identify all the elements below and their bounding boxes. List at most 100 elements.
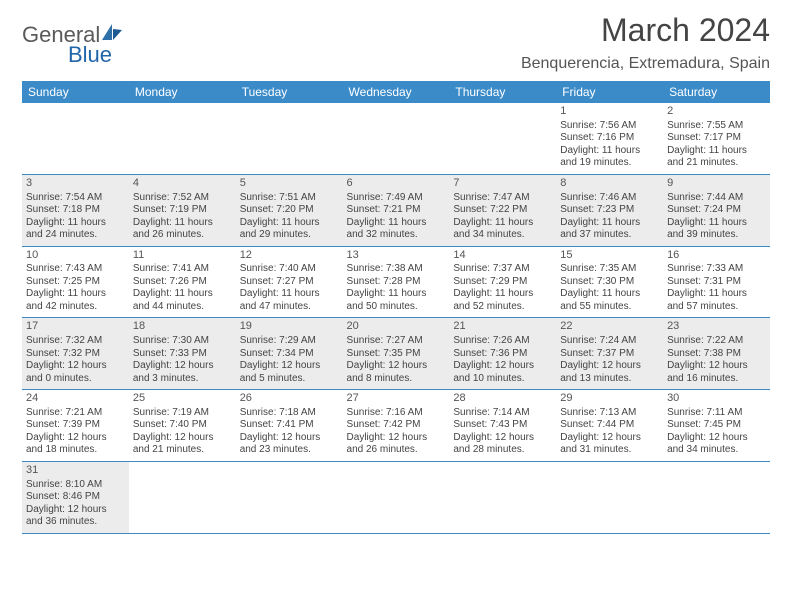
sunrise-label: Sunrise: 7:38 AM bbox=[347, 263, 446, 276]
sunrise-label: Sunrise: 7:19 AM bbox=[133, 407, 232, 420]
sunrise-label: Sunrise: 7:14 AM bbox=[453, 407, 552, 420]
sunset-label: Sunset: 7:42 PM bbox=[347, 419, 446, 432]
sunset-label: Sunset: 7:24 PM bbox=[667, 204, 766, 217]
sunrise-label: Sunrise: 7:40 AM bbox=[240, 263, 339, 276]
daylight-label: Daylight: 12 hours and 3 minutes. bbox=[133, 360, 232, 385]
calendar-week-row: 24Sunrise: 7:21 AMSunset: 7:39 PMDayligh… bbox=[22, 390, 770, 462]
day-number: 22 bbox=[560, 320, 659, 334]
calendar-cell: 5Sunrise: 7:51 AMSunset: 7:20 PMDaylight… bbox=[236, 174, 343, 246]
sunset-label: Sunset: 7:40 PM bbox=[133, 419, 232, 432]
calendar-cell: 2Sunrise: 7:55 AMSunset: 7:17 PMDaylight… bbox=[663, 103, 770, 174]
day-number: 5 bbox=[240, 177, 339, 191]
sunrise-label: Sunrise: 7:49 AM bbox=[347, 192, 446, 205]
col-saturday: Saturday bbox=[663, 81, 770, 103]
calendar-cell: 29Sunrise: 7:13 AMSunset: 7:44 PMDayligh… bbox=[556, 390, 663, 462]
day-number: 18 bbox=[133, 320, 232, 334]
sunrise-label: Sunrise: 7:26 AM bbox=[453, 335, 552, 348]
sunrise-label: Sunrise: 8:10 AM bbox=[26, 479, 125, 492]
sunrise-label: Sunrise: 7:43 AM bbox=[26, 263, 125, 276]
sunset-label: Sunset: 7:38 PM bbox=[667, 348, 766, 361]
sunrise-label: Sunrise: 7:52 AM bbox=[133, 192, 232, 205]
calendar-cell: 24Sunrise: 7:21 AMSunset: 7:39 PMDayligh… bbox=[22, 390, 129, 462]
calendar-table: Sunday Monday Tuesday Wednesday Thursday… bbox=[22, 81, 770, 534]
calendar-header-row: Sunday Monday Tuesday Wednesday Thursday… bbox=[22, 81, 770, 103]
day-number: 17 bbox=[26, 320, 125, 334]
sunrise-label: Sunrise: 7:37 AM bbox=[453, 263, 552, 276]
calendar-cell: 19Sunrise: 7:29 AMSunset: 7:34 PMDayligh… bbox=[236, 318, 343, 390]
daylight-label: Daylight: 12 hours and 28 minutes. bbox=[453, 432, 552, 457]
calendar-cell: 6Sunrise: 7:49 AMSunset: 7:21 PMDaylight… bbox=[343, 174, 450, 246]
calendar-cell bbox=[449, 461, 556, 533]
logo-text: General Blue bbox=[22, 22, 124, 65]
sunset-label: Sunset: 7:32 PM bbox=[26, 348, 125, 361]
sunset-label: Sunset: 7:41 PM bbox=[240, 419, 339, 432]
daylight-label: Daylight: 11 hours and 37 minutes. bbox=[560, 217, 659, 242]
day-number: 23 bbox=[667, 320, 766, 334]
calendar-cell: 30Sunrise: 7:11 AMSunset: 7:45 PMDayligh… bbox=[663, 390, 770, 462]
sunrise-label: Sunrise: 7:46 AM bbox=[560, 192, 659, 205]
calendar-cell: 20Sunrise: 7:27 AMSunset: 7:35 PMDayligh… bbox=[343, 318, 450, 390]
sunset-label: Sunset: 7:18 PM bbox=[26, 204, 125, 217]
day-number: 19 bbox=[240, 320, 339, 334]
calendar-cell: 4Sunrise: 7:52 AMSunset: 7:19 PMDaylight… bbox=[129, 174, 236, 246]
daylight-label: Daylight: 11 hours and 55 minutes. bbox=[560, 288, 659, 313]
sunrise-label: Sunrise: 7:13 AM bbox=[560, 407, 659, 420]
daylight-label: Daylight: 12 hours and 23 minutes. bbox=[240, 432, 339, 457]
day-number: 21 bbox=[453, 320, 552, 334]
sunset-label: Sunset: 7:17 PM bbox=[667, 132, 766, 145]
daylight-label: Daylight: 12 hours and 5 minutes. bbox=[240, 360, 339, 385]
daylight-label: Daylight: 11 hours and 21 minutes. bbox=[667, 145, 766, 170]
sunrise-label: Sunrise: 7:44 AM bbox=[667, 192, 766, 205]
col-friday: Friday bbox=[556, 81, 663, 103]
sunrise-label: Sunrise: 7:56 AM bbox=[560, 120, 659, 133]
calendar-cell: 15Sunrise: 7:35 AMSunset: 7:30 PMDayligh… bbox=[556, 246, 663, 318]
sunrise-label: Sunrise: 7:41 AM bbox=[133, 263, 232, 276]
col-monday: Monday bbox=[129, 81, 236, 103]
sunrise-label: Sunrise: 7:27 AM bbox=[347, 335, 446, 348]
col-sunday: Sunday bbox=[22, 81, 129, 103]
daylight-label: Daylight: 12 hours and 31 minutes. bbox=[560, 432, 659, 457]
sunrise-label: Sunrise: 7:29 AM bbox=[240, 335, 339, 348]
daylight-label: Daylight: 12 hours and 21 minutes. bbox=[133, 432, 232, 457]
calendar-cell: 9Sunrise: 7:44 AMSunset: 7:24 PMDaylight… bbox=[663, 174, 770, 246]
sunset-label: Sunset: 7:44 PM bbox=[560, 419, 659, 432]
calendar-cell bbox=[236, 461, 343, 533]
daylight-label: Daylight: 12 hours and 8 minutes. bbox=[347, 360, 446, 385]
sunset-label: Sunset: 7:31 PM bbox=[667, 276, 766, 289]
sunset-label: Sunset: 7:33 PM bbox=[133, 348, 232, 361]
sunrise-label: Sunrise: 7:32 AM bbox=[26, 335, 125, 348]
calendar-cell: 28Sunrise: 7:14 AMSunset: 7:43 PMDayligh… bbox=[449, 390, 556, 462]
daylight-label: Daylight: 11 hours and 24 minutes. bbox=[26, 217, 125, 242]
sunrise-label: Sunrise: 7:35 AM bbox=[560, 263, 659, 276]
sunset-label: Sunset: 7:21 PM bbox=[347, 204, 446, 217]
location-label: Benquerencia, Extremadura, Spain bbox=[521, 55, 770, 73]
calendar-cell bbox=[556, 461, 663, 533]
day-number: 24 bbox=[26, 392, 125, 406]
sunset-label: Sunset: 7:37 PM bbox=[560, 348, 659, 361]
sunset-label: Sunset: 7:30 PM bbox=[560, 276, 659, 289]
day-number: 6 bbox=[347, 177, 446, 191]
sunrise-label: Sunrise: 7:24 AM bbox=[560, 335, 659, 348]
calendar-cell: 23Sunrise: 7:22 AMSunset: 7:38 PMDayligh… bbox=[663, 318, 770, 390]
day-number: 13 bbox=[347, 249, 446, 263]
day-number: 25 bbox=[133, 392, 232, 406]
day-number: 10 bbox=[26, 249, 125, 263]
daylight-label: Daylight: 11 hours and 39 minutes. bbox=[667, 217, 766, 242]
daylight-label: Daylight: 12 hours and 10 minutes. bbox=[453, 360, 552, 385]
calendar-cell: 14Sunrise: 7:37 AMSunset: 7:29 PMDayligh… bbox=[449, 246, 556, 318]
daylight-label: Daylight: 12 hours and 0 minutes. bbox=[26, 360, 125, 385]
calendar-cell: 18Sunrise: 7:30 AMSunset: 7:33 PMDayligh… bbox=[129, 318, 236, 390]
col-tuesday: Tuesday bbox=[236, 81, 343, 103]
sunset-label: Sunset: 7:35 PM bbox=[347, 348, 446, 361]
day-number: 16 bbox=[667, 249, 766, 263]
daylight-label: Daylight: 12 hours and 36 minutes. bbox=[26, 504, 125, 529]
day-number: 15 bbox=[560, 249, 659, 263]
logo: General Blue bbox=[22, 22, 124, 65]
day-number: 7 bbox=[453, 177, 552, 191]
daylight-label: Daylight: 11 hours and 32 minutes. bbox=[347, 217, 446, 242]
calendar-cell: 12Sunrise: 7:40 AMSunset: 7:27 PMDayligh… bbox=[236, 246, 343, 318]
calendar-cell: 27Sunrise: 7:16 AMSunset: 7:42 PMDayligh… bbox=[343, 390, 450, 462]
logo-word-blue: Blue bbox=[68, 45, 124, 65]
day-number: 31 bbox=[26, 464, 125, 478]
daylight-label: Daylight: 11 hours and 19 minutes. bbox=[560, 145, 659, 170]
